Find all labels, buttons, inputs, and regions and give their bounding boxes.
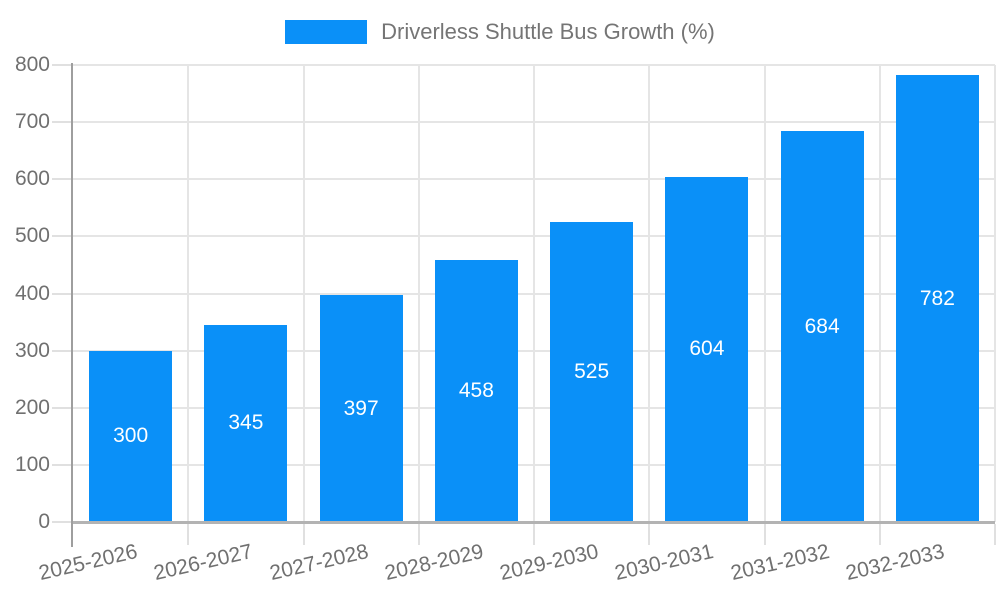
y-axis-tick-label: 700 xyxy=(14,110,50,134)
v-gridline xyxy=(763,65,766,522)
y-axis-tick-label: 500 xyxy=(14,224,50,248)
v-gridline xyxy=(533,65,535,522)
v-gridline xyxy=(187,65,190,522)
bar-value-label: 684 xyxy=(804,314,840,338)
y-tick xyxy=(52,64,73,66)
y-tick xyxy=(52,121,73,124)
x-axis-tick-label: 2032-2033 xyxy=(843,540,947,586)
x-axis-tick-label: 2027-2028 xyxy=(267,540,371,586)
x-axis-tick-label: 2031-2032 xyxy=(728,540,832,586)
v-gridline xyxy=(302,65,305,522)
bar-value-label: 345 xyxy=(228,411,264,435)
y-tick xyxy=(52,292,73,295)
x-tick xyxy=(878,524,881,545)
bar-value-label: 300 xyxy=(113,424,149,448)
y-tick xyxy=(52,178,73,181)
x-tick xyxy=(187,524,190,545)
bar-value-label: 458 xyxy=(458,379,494,403)
x-axis-tick-label: 2025-2026 xyxy=(36,540,140,586)
y-tick xyxy=(52,235,73,238)
x-tick xyxy=(763,524,766,545)
y-axis-tick-label: 100 xyxy=(14,452,50,476)
y-axis-tick-label: 300 xyxy=(14,338,50,362)
x-axis-tick-label: 2028-2029 xyxy=(382,540,486,586)
x-tick xyxy=(302,524,305,545)
v-gridline xyxy=(878,65,881,522)
y-axis-tick-label: 800 xyxy=(14,53,50,76)
bar-value-label: 782 xyxy=(919,286,955,310)
y-tick xyxy=(52,463,73,466)
bar xyxy=(89,350,173,522)
bar xyxy=(319,295,403,522)
x-axis-tick-label: 2030-2031 xyxy=(613,540,717,586)
bar-value-label: 397 xyxy=(343,396,379,420)
v-gridline xyxy=(648,65,651,522)
x-axis-line xyxy=(73,521,995,524)
bar xyxy=(434,260,518,522)
v-gridline xyxy=(417,65,420,522)
y-axis-tick-label: 600 xyxy=(14,167,50,191)
y-axis-tick-label: 200 xyxy=(14,395,50,419)
v-gridline xyxy=(994,65,996,522)
y-axis-tick-label: 0 xyxy=(38,510,50,533)
y-axis-line xyxy=(71,63,73,547)
bar xyxy=(550,222,634,522)
y-tick xyxy=(52,349,73,352)
bar xyxy=(665,176,749,522)
x-axis-tick-label: 2026-2027 xyxy=(152,540,256,586)
x-tick xyxy=(417,524,420,545)
x-tick xyxy=(994,524,996,545)
bar xyxy=(895,75,979,522)
legend-label: Driverless Shuttle Bus Growth (%) xyxy=(381,19,715,44)
legend-swatch xyxy=(285,20,368,44)
x-tick xyxy=(533,524,535,545)
bar-value-label: 604 xyxy=(689,337,725,361)
bar xyxy=(204,324,288,522)
bar-value-label: 525 xyxy=(574,360,610,384)
x-tick xyxy=(648,524,651,545)
y-tick xyxy=(52,521,73,523)
y-tick xyxy=(52,406,73,409)
legend: Driverless Shuttle Bus Growth (%) xyxy=(0,19,1000,45)
y-axis-tick-label: 400 xyxy=(14,281,50,305)
bar xyxy=(780,131,864,522)
x-axis-tick-label: 2029-2030 xyxy=(497,540,601,586)
